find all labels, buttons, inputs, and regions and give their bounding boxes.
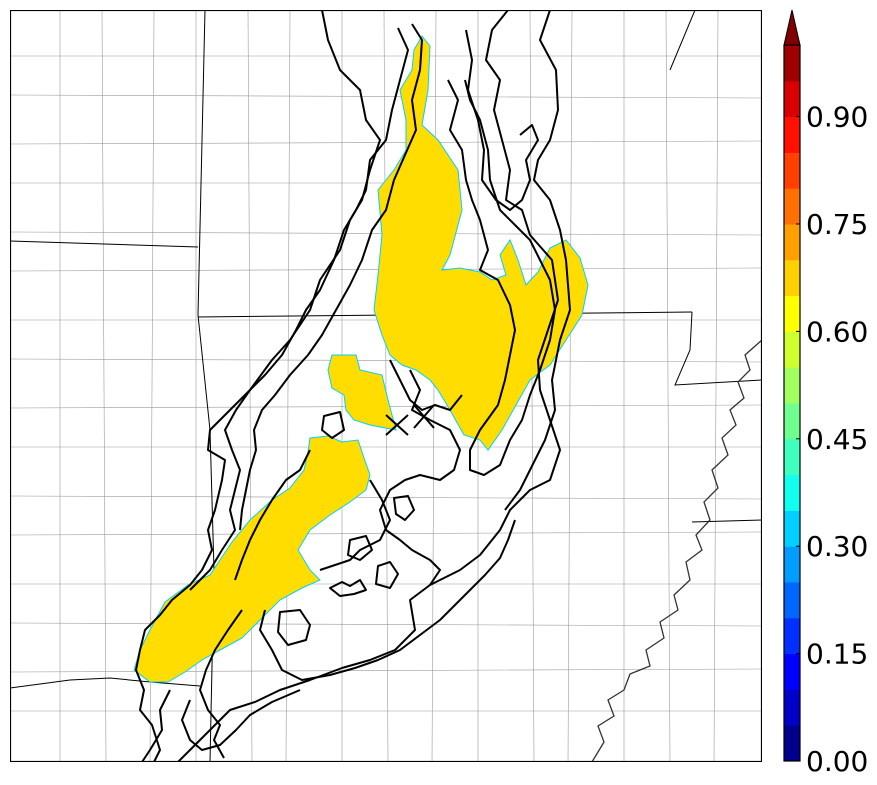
colorbar-segments — [784, 45, 800, 762]
map-panel — [10, 10, 762, 762]
county-line — [247, 10, 253, 762]
county-line — [10, 531, 762, 536]
colorbar-segment — [784, 367, 800, 404]
colorbar-segment — [784, 224, 800, 261]
contour-south-3 — [199, 609, 243, 759]
county-line — [10, 140, 762, 145]
fill-region-north — [373, 35, 589, 451]
colorbar-segment — [784, 188, 800, 225]
contour-squiggle — [329, 579, 367, 597]
colorbar-segment — [784, 259, 800, 297]
contour-loop-1 — [375, 561, 399, 589]
contour-cross-2 — [413, 404, 435, 429]
contour-inner-2 — [239, 23, 423, 531]
colorbar-tick-label: 0.30 — [806, 530, 868, 563]
colorbar-tick-label: 0.60 — [806, 315, 868, 348]
contour-inner-1 — [189, 27, 409, 591]
colorbar-tick-label: 0.15 — [806, 638, 868, 671]
contour-south-1 — [259, 519, 516, 681]
colorbar: 0.00 0.15 0.30 0.45 0.60 0.75 0.90 — [783, 9, 868, 778]
contour-lines — [135, 10, 571, 762]
contour-outer-east — [177, 10, 561, 762]
colorbar-segment — [784, 546, 800, 583]
colorbar-segment — [784, 45, 800, 82]
fill-region-southwest — [133, 435, 371, 683]
colorbar-segment — [784, 689, 800, 726]
state-line-southeast — [691, 519, 762, 523]
state-line-south — [10, 677, 201, 689]
county-line — [383, 10, 389, 762]
contour-south-5 — [181, 689, 301, 751]
state-line-east — [674, 311, 762, 386]
county-line — [665, 10, 671, 762]
colorbar-tick-label: 0.00 — [806, 745, 868, 778]
river — [591, 339, 762, 762]
colorbar-segment — [784, 438, 800, 476]
contour-inner-4 — [465, 29, 539, 211]
colorbar-tick-label: 0.45 — [806, 423, 868, 456]
colorbar-ticks: 0.00 0.15 0.30 0.45 0.60 0.75 0.90 — [796, 101, 868, 778]
contour-south-4 — [141, 689, 171, 762]
contour-cross-1 — [385, 414, 409, 436]
county-line — [529, 10, 535, 762]
colorbar-segment — [784, 403, 800, 440]
state-line-northeast — [669, 10, 696, 71]
colorbar-segment — [784, 653, 800, 690]
colorbar-tick-label: 0.75 — [806, 208, 868, 241]
county-line — [10, 358, 762, 363]
colorbar-extend-arrow — [783, 9, 801, 46]
colorbar-segment — [784, 510, 800, 547]
colorbar-segment — [784, 725, 800, 762]
contour-outer-west — [135, 10, 381, 762]
contour-south-2 — [277, 609, 311, 646]
probability-fill — [133, 35, 589, 683]
map-frame — [10, 10, 762, 762]
county-line — [101, 10, 107, 762]
colorbar-segment — [784, 474, 800, 511]
county-line — [285, 10, 291, 762]
contour-inner-8 — [389, 359, 463, 411]
colorbar-frame — [783, 44, 801, 762]
colorbar-segment — [784, 582, 800, 619]
county-line — [567, 10, 573, 762]
contour-inner-3 — [447, 79, 556, 476]
colorbar-segment — [784, 80, 800, 118]
fill-region-middle — [327, 354, 397, 431]
contour-loop-4 — [347, 535, 373, 561]
colorbar-segment — [784, 617, 800, 655]
contour-inner-5 — [379, 369, 461, 586]
colorbar-segment — [784, 152, 800, 189]
contour-outer-east-2 — [504, 10, 571, 511]
county-line — [10, 94, 762, 99]
colorbar-tick-label: 0.90 — [806, 101, 868, 134]
colorbar-segment — [784, 295, 800, 332]
county-line — [10, 622, 762, 627]
county-line — [713, 10, 719, 762]
contour-loop-3 — [321, 411, 345, 439]
contour-inner-6 — [234, 449, 311, 581]
contour-loop-2 — [393, 495, 415, 521]
county-line — [431, 10, 437, 762]
colorbar-segment — [784, 331, 800, 368]
colorbar-segment — [784, 116, 800, 153]
state-line-west — [10, 240, 199, 248]
